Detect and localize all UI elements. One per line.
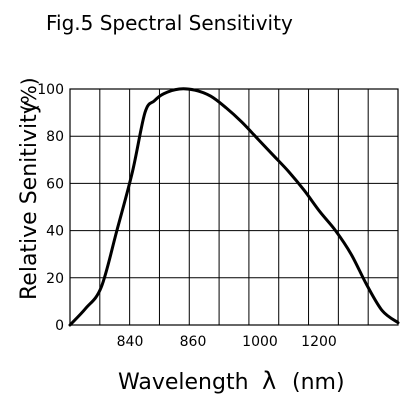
y-tick-label: 20 <box>46 271 64 287</box>
y-axis-label-unit: (%) <box>17 77 41 112</box>
x-axis-label: Wavelength λ (nm) <box>118 367 345 395</box>
y-tick-label: 40 <box>46 224 64 240</box>
y-tick-label: 80 <box>46 129 64 145</box>
y-tick-label: 0 <box>55 318 64 334</box>
y-tick-label: 60 <box>46 176 64 192</box>
plot-border <box>69 88 399 326</box>
x-tick-label: 1000 <box>242 334 278 350</box>
x-axis-label-main: Wavelength <box>118 370 249 395</box>
chart-grid <box>69 88 399 326</box>
x-tick-labels: 840 860 1000 1200 <box>117 334 337 350</box>
sensitivity-curve <box>68 87 400 327</box>
x-axis-label-symbol: λ <box>262 367 276 395</box>
y-axis-label-main: Relative Senitivity <box>17 101 42 300</box>
y-axis-label: Relative Senitivity (%) <box>17 77 42 300</box>
x-tick-label: 860 <box>180 334 207 350</box>
x-axis-label-unit: (nm) <box>292 370 345 395</box>
x-tick-label: 1200 <box>301 334 337 350</box>
y-tick-labels: 0 20 40 60 80 100 <box>37 82 64 334</box>
y-tick-label: 100 <box>37 82 64 98</box>
x-tick-label: 840 <box>117 334 144 350</box>
chart-series-group <box>68 87 400 327</box>
chart-title: Fig.5 Spectral Sensitivity <box>46 11 293 35</box>
